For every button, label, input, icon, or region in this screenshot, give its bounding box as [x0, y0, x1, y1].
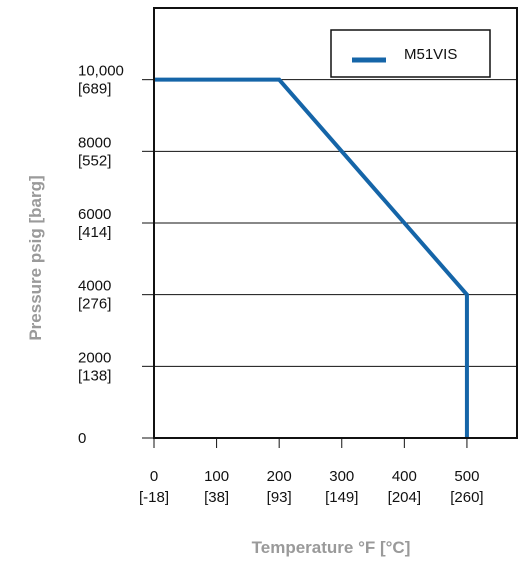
- y-tick-sublabel-2000: [138]: [78, 367, 111, 384]
- x-axis-title: Temperature °F [°C]: [252, 538, 411, 557]
- x-tick-sublabel-400: [204]: [388, 489, 421, 506]
- y-tick-label-0: 0: [78, 430, 86, 447]
- grid-lines: [154, 79, 517, 367]
- plot-frame: [153, 7, 518, 439]
- y-axis-title: Pressure psig [barg]: [26, 175, 45, 340]
- x-tick-sublabel-300: [149]: [325, 489, 358, 506]
- y-tick-label-2000: 2000: [78, 349, 111, 366]
- y-tick-label-10-000: 10,000: [78, 63, 124, 80]
- y-tick-label-4000: 4000: [78, 278, 111, 295]
- y-axis-ticks: 0 2000[138] 4000[276] 6000[414] 8000[552] 10,…: [78, 63, 154, 447]
- legend-label-m51vis: M51VIS: [404, 46, 457, 63]
- y-tick-label-6000: 6000: [78, 206, 111, 223]
- x-tick-label-400: 400: [392, 468, 417, 485]
- series-layer: [154, 77, 469, 438]
- x-tick-sublabel-500: [260]: [450, 489, 483, 506]
- y-tick-label-8000: 8000: [78, 134, 111, 151]
- y-tick-sublabel-4000: [276]: [78, 296, 111, 313]
- y-tick-sublabel-8000: [552]: [78, 152, 111, 169]
- x-tick-sublabel-100: [38]: [204, 489, 229, 506]
- x-tick-sublabel-0: [-18]: [139, 489, 169, 506]
- x-tick-sublabel-200: [93]: [267, 489, 292, 506]
- legend-box: [330, 29, 491, 78]
- x-tick-label-300: 300: [329, 468, 354, 485]
- y-tick-sublabel-10-000: [689]: [78, 81, 111, 98]
- x-tick-label-100: 100: [204, 468, 229, 485]
- x-tick-label-200: 200: [267, 468, 292, 485]
- x-axis-ticks: 0 [-18] 100 [38] 200 [93] 300 [149] 400 [204] 500 […: [139, 438, 484, 506]
- y-tick-sublabel-6000: [414]: [78, 224, 111, 241]
- series-line-m51vis: [154, 77, 469, 438]
- x-tick-label-500: 500: [454, 468, 479, 485]
- x-tick-label-0: 0: [150, 468, 158, 485]
- legend: M51VIS: [330, 29, 491, 78]
